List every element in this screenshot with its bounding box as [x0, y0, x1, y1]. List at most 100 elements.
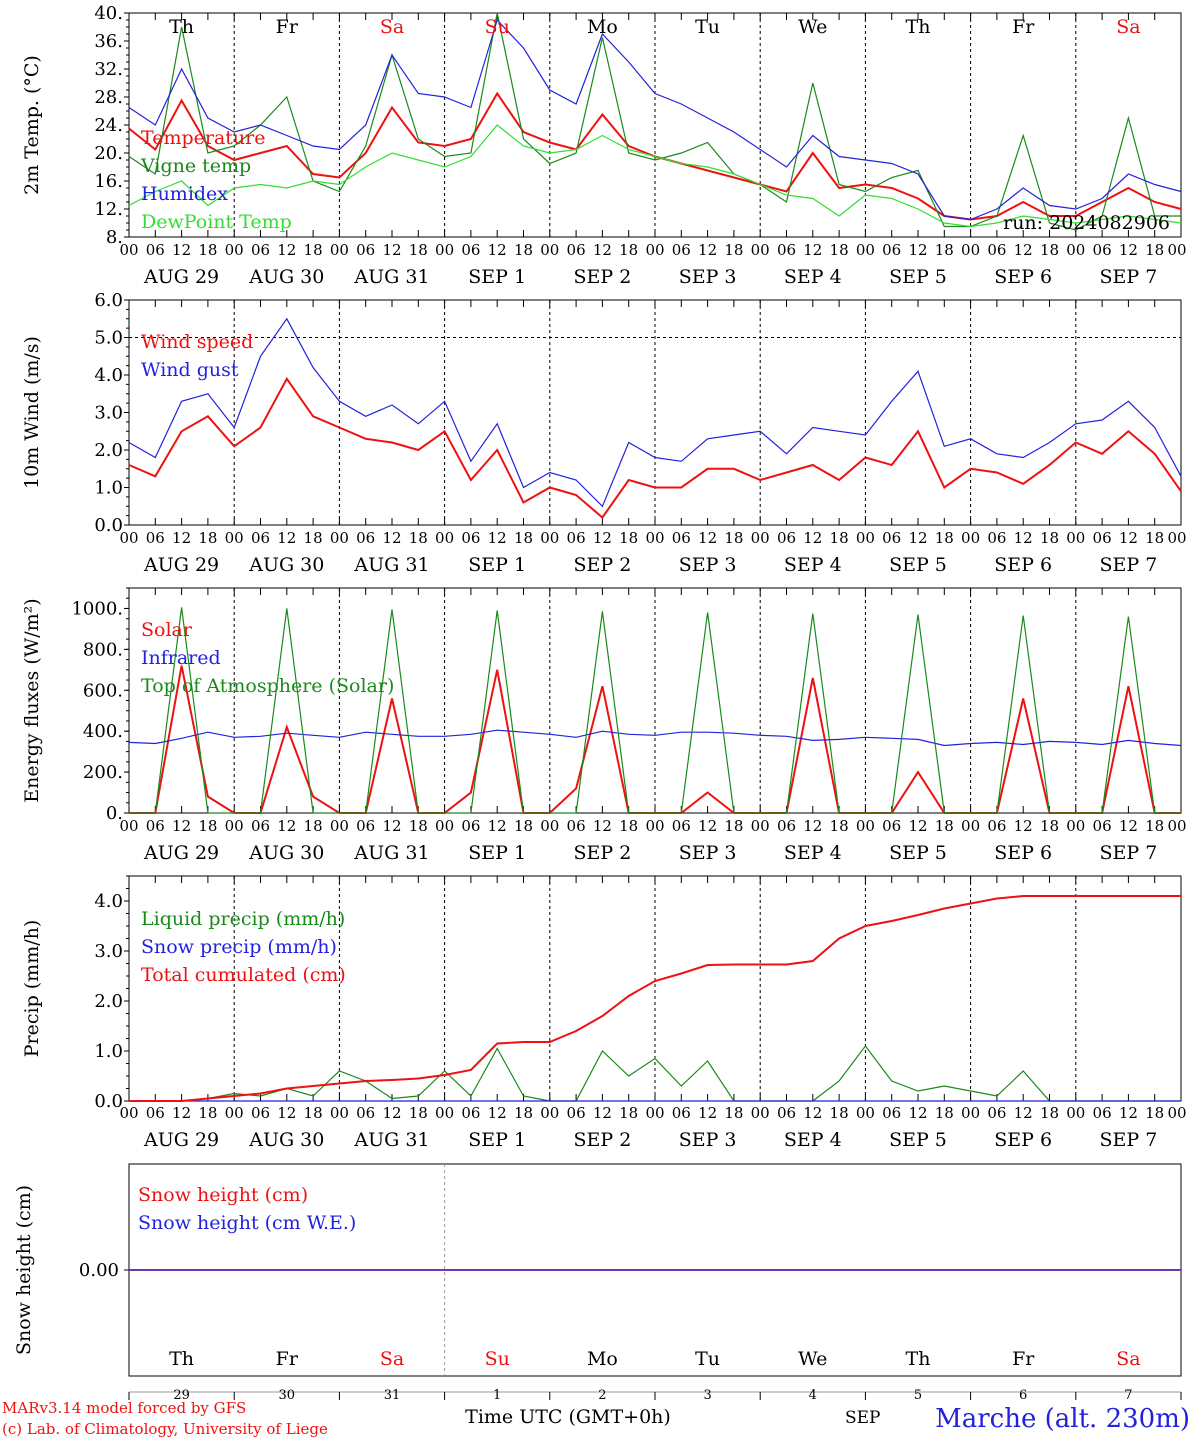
run-label: run: 2024082906: [1003, 212, 1170, 234]
panel-energy: [124, 587, 1182, 814]
hour-label: 18: [1040, 529, 1059, 547]
panel-wind: [124, 299, 1182, 526]
footer-model: MARv3.14 model forced by GFS: [2, 1399, 246, 1417]
hour-label: 06: [567, 529, 586, 547]
hour-label: 12: [1119, 817, 1138, 835]
date-label: AUG 31: [353, 554, 429, 576]
hour-label: 06: [356, 817, 375, 835]
hour-label: 00: [435, 529, 454, 547]
hour-label: 00: [961, 1104, 980, 1122]
y-tick-label: 4.0: [94, 891, 123, 912]
y-tick-label: 600.: [83, 680, 123, 701]
date-label: SEP 6: [994, 554, 1052, 576]
hour-label: 12: [277, 817, 296, 835]
hour-label: 18: [409, 529, 428, 547]
hour-label: 06: [356, 241, 375, 259]
hour-label: 12: [803, 1104, 822, 1122]
date-label: AUG 29: [143, 842, 219, 864]
hour-label: 18: [514, 1104, 533, 1122]
hour-label: 00: [119, 817, 138, 835]
hour-label: 12: [172, 1104, 191, 1122]
date-label: SEP 5: [889, 554, 947, 576]
hour-label: 18: [830, 241, 849, 259]
hour-label: 06: [567, 817, 586, 835]
panel-frame: [128, 299, 1182, 526]
hour-label: 06: [672, 529, 691, 547]
weekday-label: Su: [485, 16, 510, 38]
y-tick-label: 6.0: [94, 290, 123, 311]
hour-label: 18: [619, 1104, 638, 1122]
y-axis-label: Energy fluxes (W/m²): [21, 598, 43, 802]
hour-label: 18: [830, 817, 849, 835]
y-tick-label: 32.: [94, 59, 123, 80]
day-number: 30: [279, 1388, 296, 1403]
hour-label: 06: [461, 1104, 480, 1122]
hour-label: 00: [540, 529, 559, 547]
hour-label: 00: [540, 241, 559, 259]
hour-label: 06: [987, 241, 1006, 259]
hour-label: 18: [935, 241, 954, 259]
hour-label: 06: [567, 241, 586, 259]
hour-label: 00: [119, 529, 138, 547]
hour-label: 18: [935, 1104, 954, 1122]
hour-label: 12: [593, 241, 612, 259]
legend-entry: Liquid precip (mm/h): [141, 908, 345, 930]
date-label: AUG 31: [353, 842, 429, 864]
hour-label: 18: [198, 529, 217, 547]
hour-label: 12: [488, 817, 507, 835]
date-label: SEP 5: [889, 1129, 947, 1151]
weekday-label: Sa: [380, 1348, 404, 1370]
hour-label: 18: [724, 241, 743, 259]
day-number: 7: [1124, 1388, 1132, 1403]
hour-label: 12: [488, 241, 507, 259]
y-tick-label: 200.: [83, 762, 123, 783]
hour-label: 06: [356, 529, 375, 547]
hour-label: 06: [1093, 1104, 1112, 1122]
hour-label: 18: [1040, 241, 1059, 259]
hour-label: 00: [645, 529, 664, 547]
hour-label: 00: [1066, 817, 1085, 835]
y-tick-label: 24.: [94, 115, 123, 136]
y-tick-label: 400.: [83, 721, 123, 742]
hour-label: 00: [330, 817, 349, 835]
hour-label: 06: [777, 817, 796, 835]
hour-label: 00: [856, 529, 875, 547]
hour-label: 18: [304, 817, 323, 835]
legend-entry: Snow precip (mm/h): [141, 936, 337, 958]
weekday-label: Fr: [276, 16, 299, 38]
weekday-label: Sa: [380, 16, 404, 38]
hour-label: 18: [514, 529, 533, 547]
weekday-label: Th: [906, 1348, 931, 1370]
hour-label: 00: [330, 241, 349, 259]
date-label: SEP 7: [1099, 1129, 1157, 1151]
hour-label: 00: [856, 1104, 875, 1122]
date-label: SEP 3: [679, 842, 737, 864]
hour-label: 12: [698, 529, 717, 547]
hour-label: 18: [304, 241, 323, 259]
y-tick-label: 36.: [94, 31, 123, 52]
hour-label: 18: [724, 1104, 743, 1122]
hour-label: 18: [724, 529, 743, 547]
legend-entry: Top of Atmosphere (Solar): [141, 675, 394, 697]
hour-label: 12: [593, 817, 612, 835]
hour-label: 00: [1167, 1104, 1186, 1122]
y-axis-label: Precip (mm/h): [21, 920, 43, 1058]
y-tick-label: 0.: [106, 803, 123, 824]
legend-entry: Wind speed: [141, 331, 253, 353]
legend-entry: Total cumulated (cm): [141, 964, 346, 986]
panel-precip: [124, 875, 1182, 1102]
day-number: 29: [173, 1388, 190, 1403]
hour-label: 06: [461, 529, 480, 547]
hour-label: 06: [251, 241, 270, 259]
date-label: SEP 2: [573, 1129, 631, 1151]
hour-label: 00: [540, 817, 559, 835]
hour-label: 06: [461, 817, 480, 835]
hour-label: 00: [435, 1104, 454, 1122]
date-label: SEP 6: [994, 1129, 1052, 1151]
weekday-label: Th: [169, 1348, 194, 1370]
hour-label: 12: [172, 817, 191, 835]
y-tick-label: 800.: [83, 639, 123, 660]
hour-label: 18: [619, 529, 638, 547]
hour-label: 00: [225, 529, 244, 547]
date-label: SEP 1: [468, 554, 526, 576]
